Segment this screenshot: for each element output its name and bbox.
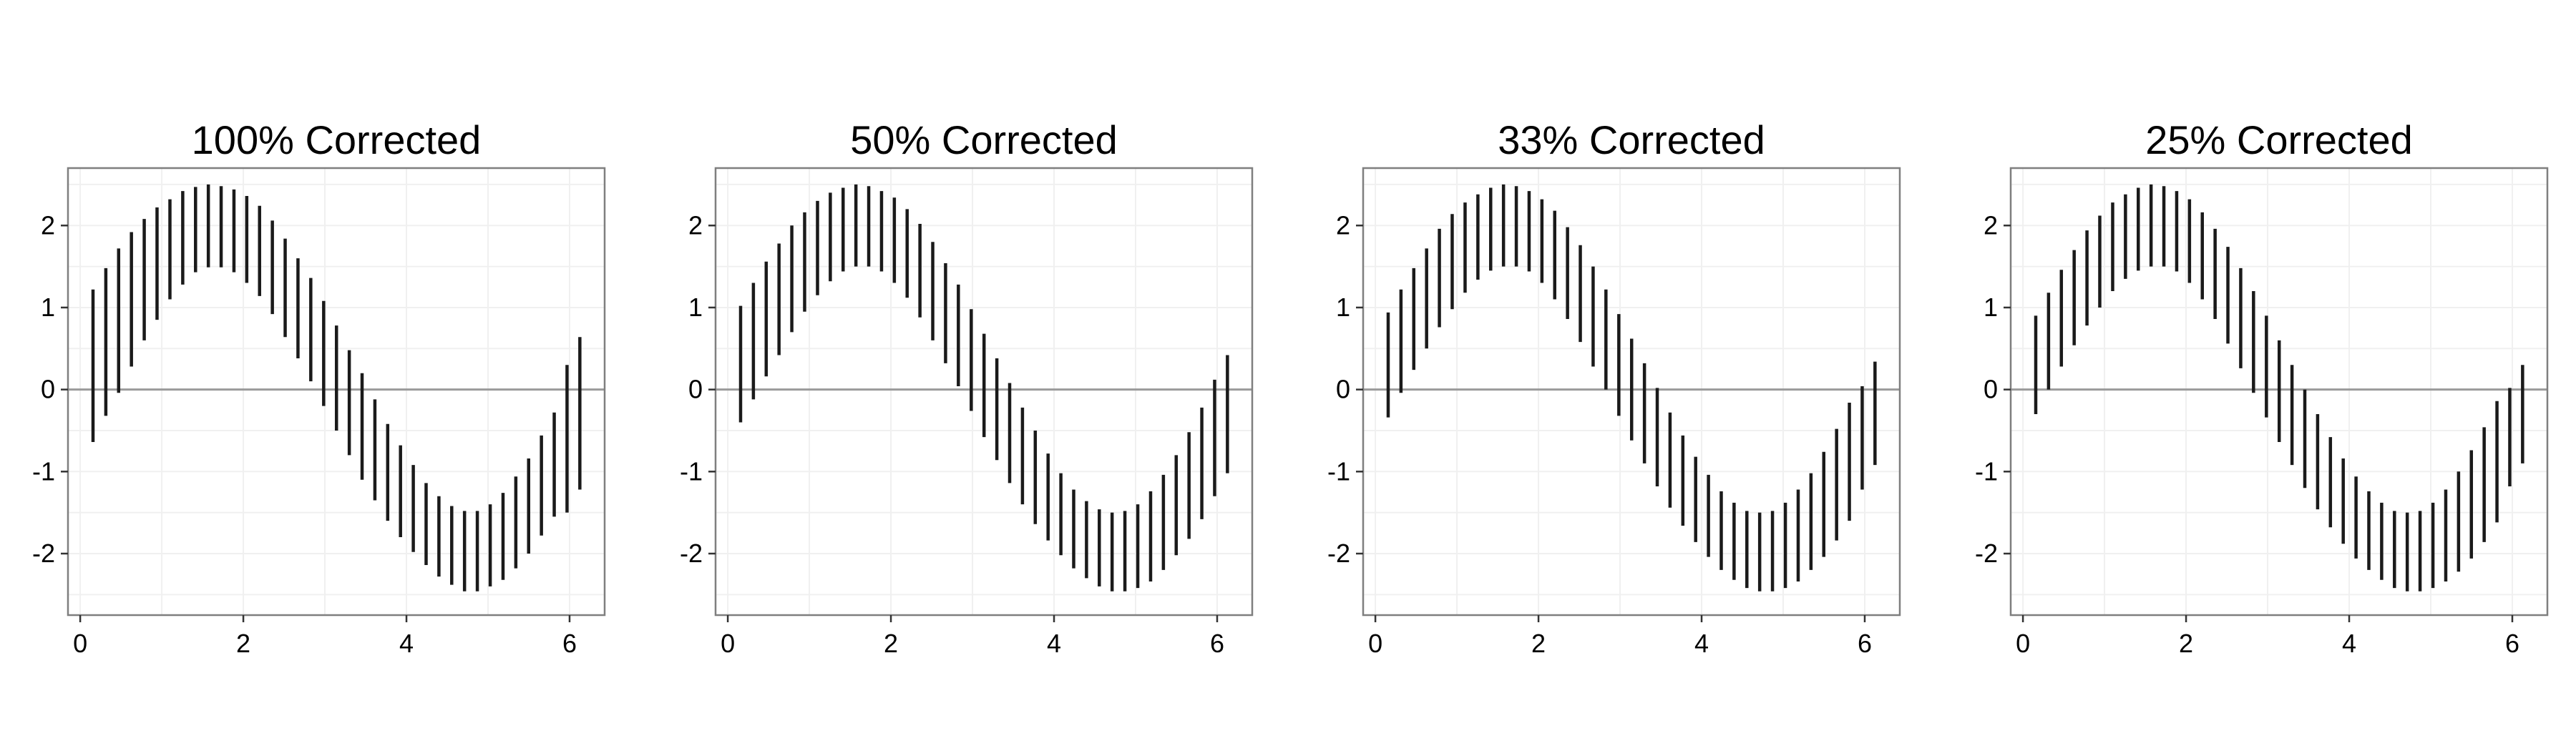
y-tick-label: -2 xyxy=(1975,539,1998,568)
y-tick-label: 2 xyxy=(688,210,703,240)
y-tick-label: 0 xyxy=(41,375,55,404)
y-tick-label: -2 xyxy=(680,539,703,568)
panel-border xyxy=(1362,167,1901,617)
x-tick-label: 4 xyxy=(2342,629,2356,658)
x-tick-label: 0 xyxy=(2016,629,2030,658)
x-tick-label: 2 xyxy=(236,629,250,658)
y-tick-label: -1 xyxy=(32,456,55,486)
y-tick-label: 2 xyxy=(41,210,55,240)
x-tick-label: 4 xyxy=(399,629,414,658)
y-tick-label: 1 xyxy=(1336,293,1350,322)
x-tick-label: 0 xyxy=(721,629,735,658)
y-tick-label: -1 xyxy=(680,456,703,486)
panel-border xyxy=(2009,167,2549,617)
y-tick-label: 2 xyxy=(1984,210,1998,240)
x-tick-label: 6 xyxy=(2505,629,2519,658)
x-tick-label: 2 xyxy=(2179,629,2193,658)
y-tick-label: 1 xyxy=(1984,293,1998,322)
y-tick-label: 0 xyxy=(1984,375,1998,404)
y-tick-label: 2 xyxy=(1336,210,1350,240)
y-tick-label: -2 xyxy=(1327,539,1350,568)
facet-panel: 100% Corrected -2 -1 0 1 2 0 2 4 6 xyxy=(32,117,606,658)
y-tick-label: 0 xyxy=(688,375,703,404)
x-tick-label: 6 xyxy=(1210,629,1224,658)
x-tick-label: 0 xyxy=(1368,629,1382,658)
y-tick-label: 1 xyxy=(688,293,703,322)
x-tick-label: 0 xyxy=(73,629,87,658)
x-tick-label: 6 xyxy=(1858,629,1872,658)
panel-title: 25% Corrected xyxy=(2145,117,2413,162)
y-tick-label: -1 xyxy=(1327,456,1350,486)
facet-panel: 50% Corrected -2 -1 0 1 2 0 2 4 6 xyxy=(680,117,1254,658)
panel-border xyxy=(714,167,1254,617)
x-tick-label: 4 xyxy=(1694,629,1709,658)
panel-border xyxy=(67,167,606,617)
x-tick-label: 2 xyxy=(1531,629,1546,658)
y-tick-label: 1 xyxy=(41,293,55,322)
y-tick-label: -2 xyxy=(32,539,55,568)
y-tick-label: 0 xyxy=(1336,375,1350,404)
panel-title: 33% Corrected xyxy=(1498,117,1765,162)
x-tick-label: 6 xyxy=(562,629,577,658)
panel-title: 100% Corrected xyxy=(192,117,482,162)
facet-panel: 33% Corrected -2 -1 0 1 2 0 2 4 6 xyxy=(1327,117,1901,658)
facet-panel: 25% Corrected -2 -1 0 1 2 0 2 4 6 xyxy=(1975,117,2549,658)
x-tick-label: 2 xyxy=(884,629,898,658)
panel-title: 50% Corrected xyxy=(850,117,1118,162)
y-tick-label: -1 xyxy=(1975,456,1998,486)
x-tick-label: 4 xyxy=(1047,629,1061,658)
